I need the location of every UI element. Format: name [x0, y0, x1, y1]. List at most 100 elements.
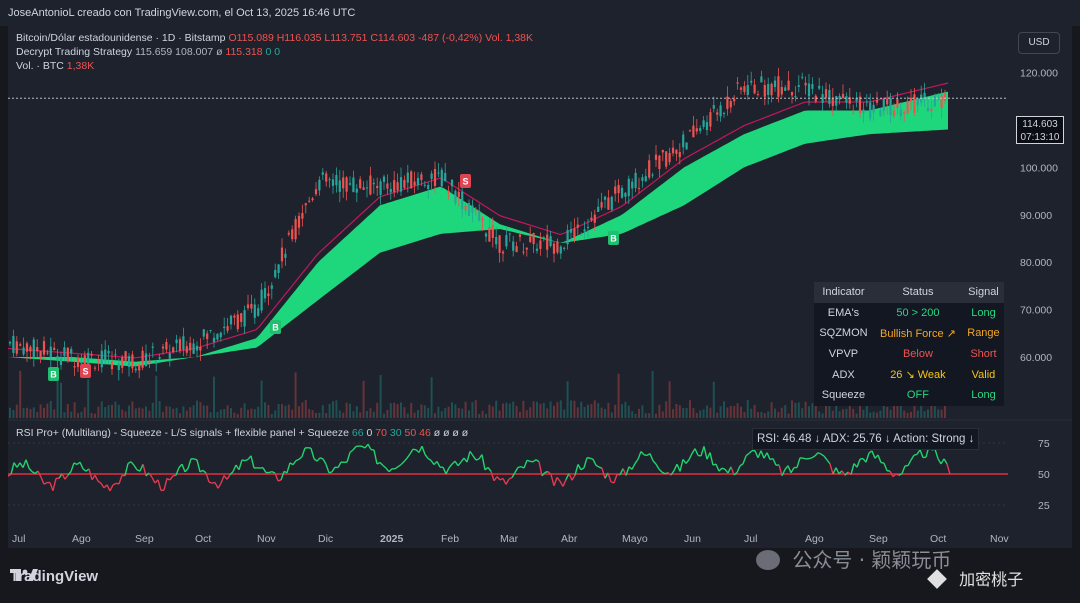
- volume-bar: [685, 407, 688, 418]
- rsi-line-segment: [754, 450, 759, 459]
- rsi-line-segment: [448, 463, 453, 469]
- rsi-line-segment: [421, 445, 426, 455]
- volume-bar: [100, 401, 103, 418]
- rsi-line-segment: [514, 467, 519, 473]
- candle-body: [15, 341, 18, 354]
- candle-body: [144, 353, 148, 367]
- rsi-param: 70: [375, 427, 387, 439]
- candle-body: [549, 236, 552, 247]
- rsi-line-segment: [757, 450, 762, 459]
- volume-bar: [383, 413, 385, 418]
- candle-body: [212, 337, 216, 343]
- rsi-line-segment: [943, 458, 948, 465]
- time-axis-label: Oct: [195, 533, 211, 545]
- legend-open: O115.089: [228, 32, 274, 44]
- rsi-line-segment: [70, 462, 75, 472]
- candle-body: [39, 351, 42, 359]
- candle-body: [903, 112, 906, 114]
- rsi-line-segment: [850, 463, 855, 475]
- volume-bar: [712, 381, 715, 418]
- rsi-line-segment: [817, 452, 822, 455]
- candle-body: [535, 248, 539, 251]
- candle-body: [185, 346, 188, 353]
- time-axis-label: Mayo: [622, 533, 648, 545]
- candle-body: [403, 179, 406, 188]
- candle-body: [682, 134, 685, 148]
- rsi-line-segment: [481, 454, 486, 470]
- volume-bar: [301, 402, 304, 418]
- candle-body: [668, 152, 671, 163]
- volume-bar: [794, 402, 797, 418]
- candle-body: [331, 179, 335, 186]
- candle-body: [872, 104, 875, 113]
- volume-bar: [393, 402, 396, 418]
- legend-low: L113.751: [324, 32, 368, 44]
- rsi-line-segment: [574, 464, 579, 476]
- volume-bar: [549, 401, 552, 418]
- candle-body: [858, 96, 862, 114]
- volume-bar: [457, 407, 460, 418]
- rsi-line-segment: [238, 459, 243, 470]
- rsi-line-segment: [142, 464, 147, 477]
- rsi-line-segment: [556, 476, 561, 482]
- candle-body: [36, 347, 39, 352]
- candle-body: [325, 173, 328, 182]
- volume-bar: [362, 380, 365, 418]
- volume-bar: [168, 406, 171, 418]
- rsi-line-segment: [202, 469, 207, 474]
- candle-body: [158, 357, 161, 359]
- currency-button[interactable]: USD: [1018, 32, 1060, 54]
- candle-body: [87, 352, 90, 369]
- rsi-line-segment: [298, 456, 303, 460]
- volume-bar: [763, 413, 766, 418]
- rsi-line-segment: [718, 467, 723, 472]
- candle-body: [607, 197, 610, 210]
- volume-bar: [587, 404, 589, 418]
- rsi-line-segment: [835, 467, 840, 475]
- volume-bar: [835, 405, 838, 418]
- chart-area[interactable]: 120.000110.000100.00090.00080.00070.0006…: [8, 26, 1072, 548]
- rsi-line-segment: [274, 472, 279, 482]
- attribution-text: JoseAntonioL creado con TradingView.com,…: [8, 7, 356, 19]
- rsi-line-segment: [244, 458, 249, 462]
- volume-bar: [304, 400, 307, 418]
- rsi-line-segment: [82, 468, 87, 472]
- candle-body: [192, 343, 195, 354]
- tradingview-logo[interactable]: TradingView: [10, 568, 98, 585]
- volume-bar: [189, 407, 192, 418]
- rsi-line-segment: [733, 472, 738, 476]
- rsi-legend[interactable]: RSI Pro+ (Multilang) - Squeeze - L/S sig…: [16, 427, 468, 439]
- candle-body: [702, 120, 705, 127]
- rsi-line-segment: [487, 467, 492, 472]
- time-axis-label: Jul: [744, 533, 757, 545]
- volume-bar: [138, 407, 141, 418]
- strategy-legend[interactable]: Decrypt Trading Strategy 115.659 108.007…: [16, 46, 280, 58]
- rsi-line-segment: [634, 458, 639, 464]
- rsi-line-segment: [622, 468, 627, 476]
- last-price-tag: 114.603 07:13:10: [1016, 116, 1064, 144]
- volume-bar: [869, 412, 872, 418]
- rsi-line-segment: [13, 462, 18, 468]
- rsi-line-segment: [781, 469, 786, 477]
- row-status: Bullish Force ↗: [872, 323, 963, 344]
- candle-body: [474, 209, 477, 211]
- table-header-indicator: Indicator: [814, 282, 873, 303]
- rsi-line-segment: [115, 482, 120, 485]
- volume-bar: [695, 413, 698, 418]
- price-chart[interactable]: 120.000110.000100.00090.00080.00070.0006…: [8, 26, 1072, 548]
- rsi-line-segment: [352, 446, 357, 451]
- volume-bar: [9, 407, 11, 418]
- candle-body: [559, 246, 562, 254]
- candle-body: [287, 232, 290, 235]
- candle-body: [280, 247, 284, 262]
- volume-bar: [468, 410, 470, 418]
- rsi-line-segment: [325, 463, 330, 474]
- volume-legend[interactable]: Vol. · BTC 1,38K: [16, 60, 94, 72]
- volume-bar: [464, 401, 467, 418]
- volume-bar: [859, 401, 861, 418]
- rsi-line-segment: [841, 470, 846, 476]
- rsi-line-segment: [691, 448, 696, 454]
- candle-body: [362, 187, 365, 190]
- rsi-line-segment: [535, 459, 540, 463]
- rsi-param: 30: [389, 427, 402, 439]
